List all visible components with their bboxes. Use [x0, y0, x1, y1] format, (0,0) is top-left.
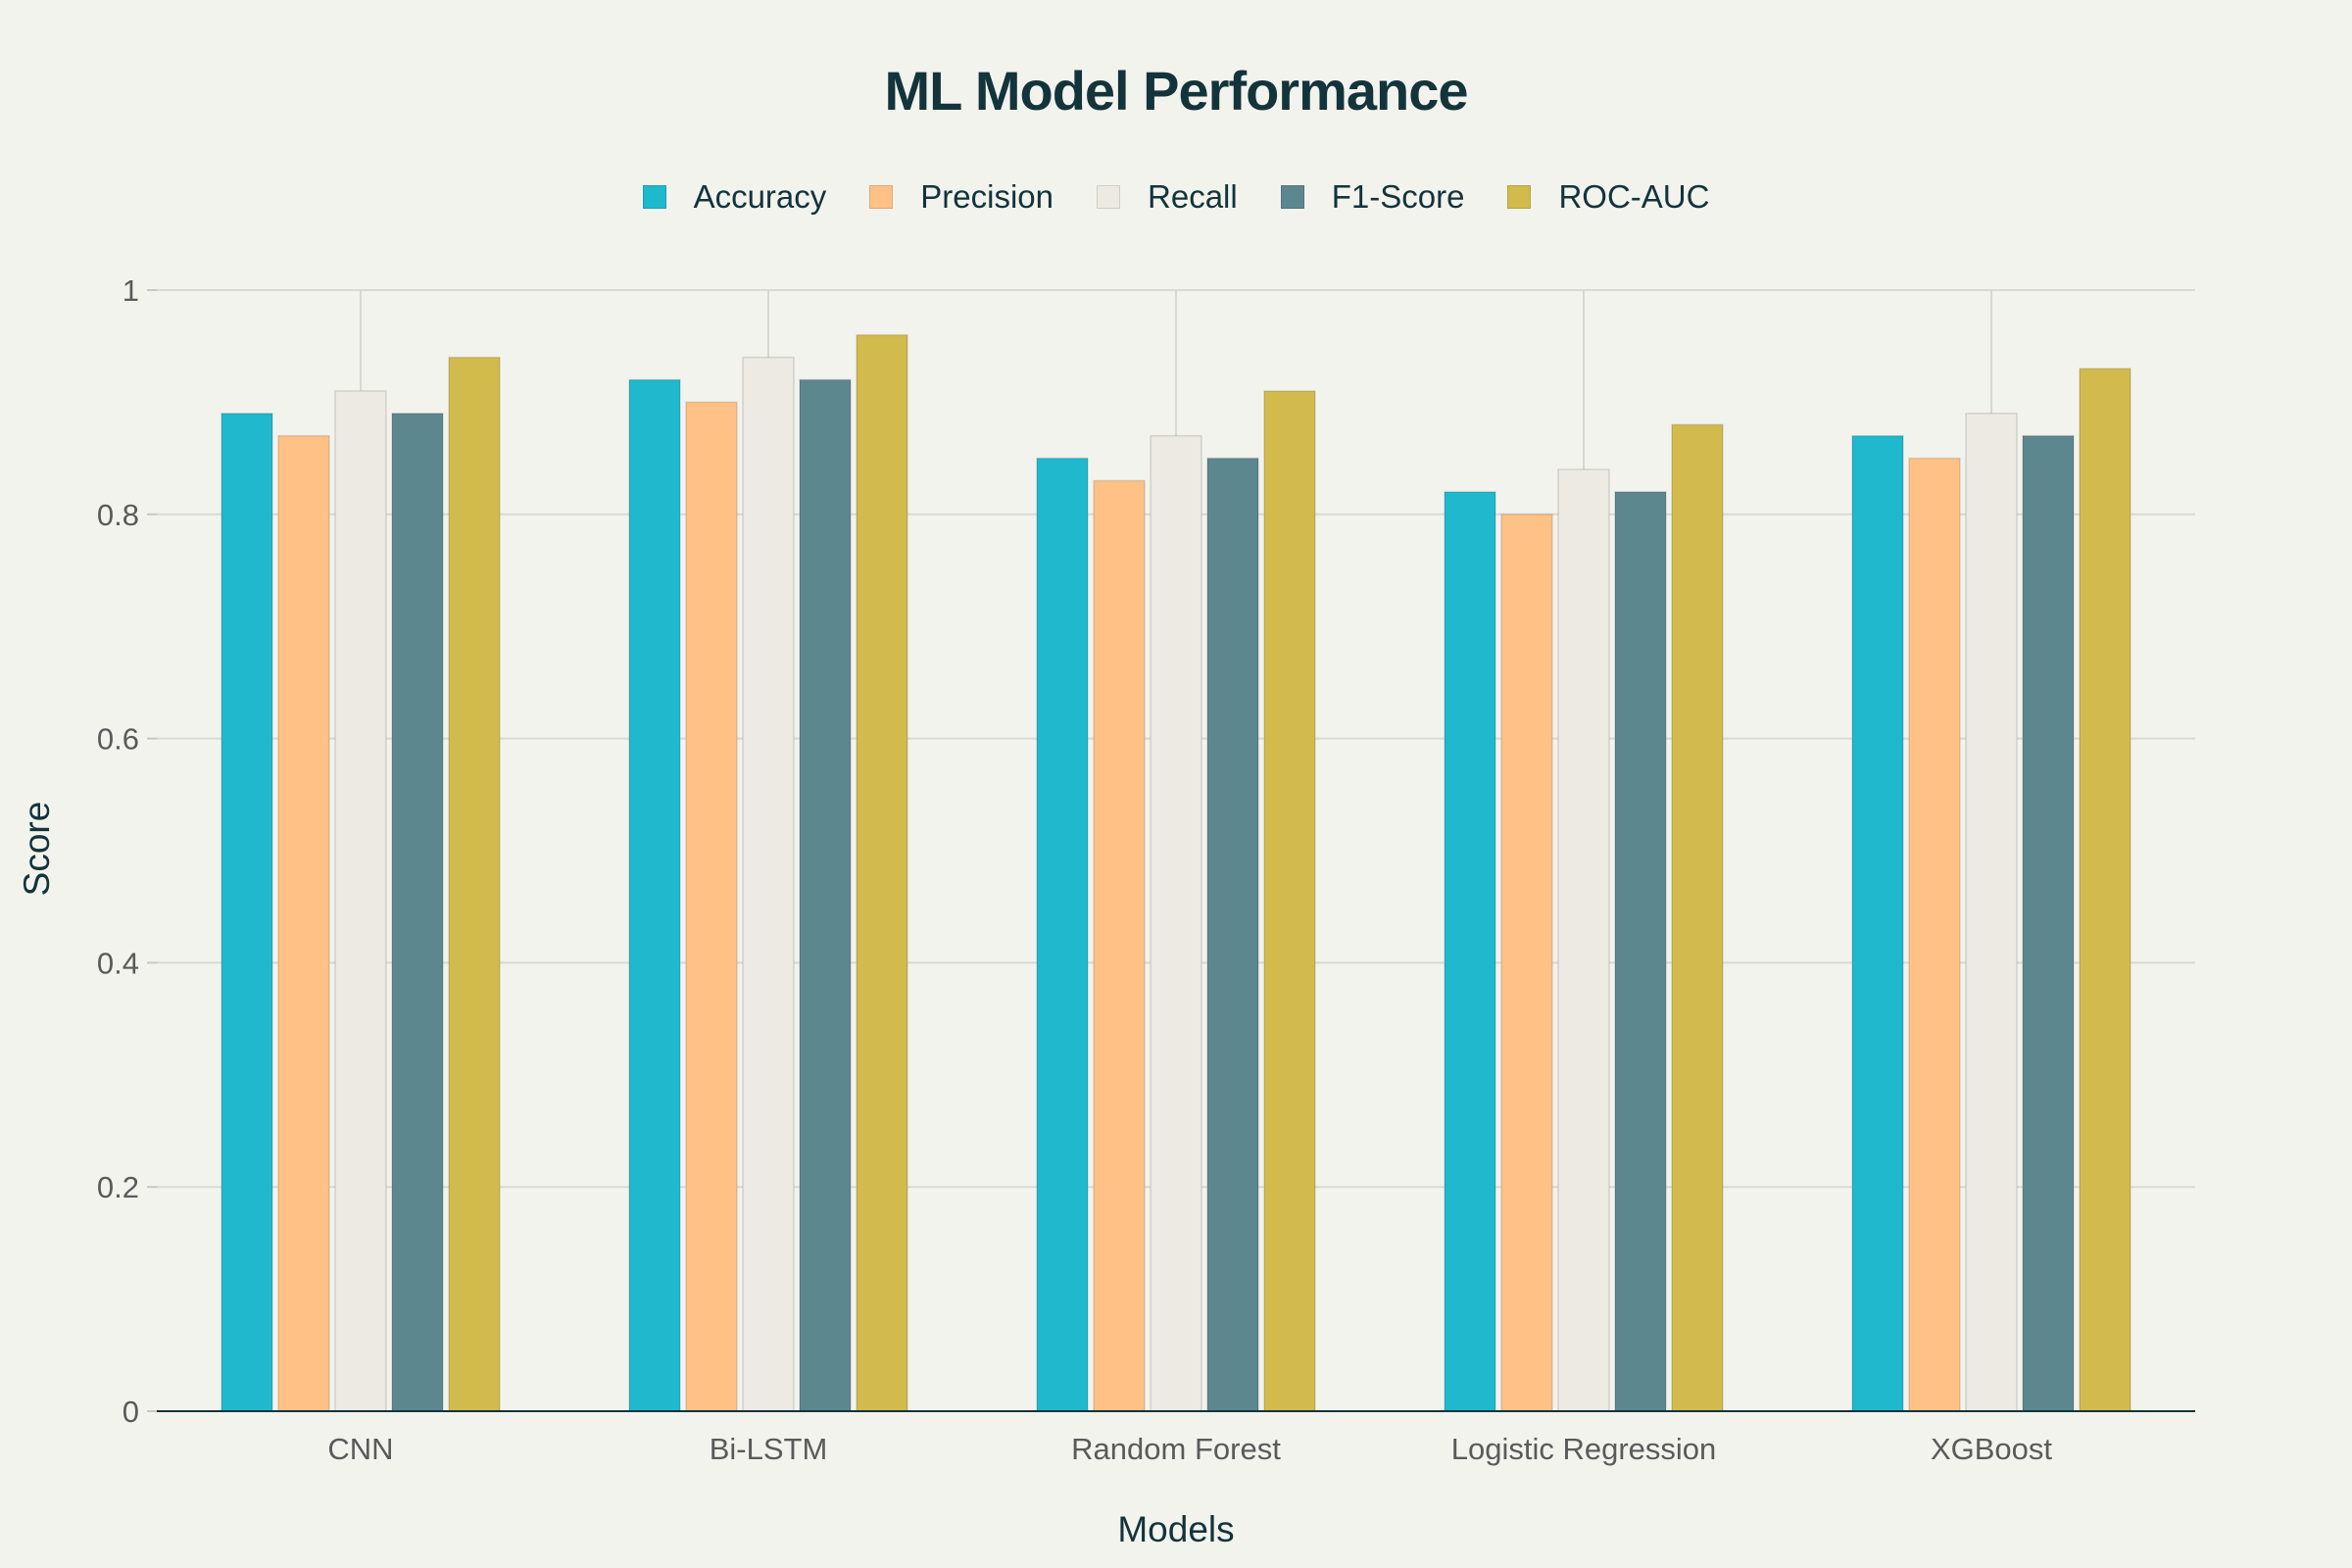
bar-recall-random-forest [1150, 434, 1202, 1412]
legend-swatch [642, 185, 666, 209]
y-tick-label: 0.4 [97, 946, 139, 980]
bar-roc-auc-logistic-regression [1671, 423, 1724, 1412]
bar-roc-auc-cnn [448, 356, 501, 1412]
bar-f1-score-xgboost [2022, 434, 2075, 1412]
legend-item[interactable]: Precision [869, 178, 1054, 216]
bar-recall-bi-lstm [742, 356, 795, 1412]
chart-title: ML Model Performance [884, 60, 1468, 122]
x-tick-label: Random Forest [1071, 1432, 1281, 1466]
x-tick-label: XGBoost [1931, 1432, 2052, 1466]
legend-item[interactable]: F1-Score [1280, 178, 1465, 216]
bar-accuracy-xgboost [1851, 434, 1904, 1412]
legend-swatch [1280, 185, 1304, 209]
x-axis-title: Models [1117, 1509, 1235, 1549]
x-tick-label: CNN [327, 1432, 393, 1466]
bar-precision-random-forest [1093, 479, 1146, 1412]
bar-f1-score-random-forest [1206, 457, 1259, 1412]
bar-roc-auc-random-forest [1263, 390, 1316, 1412]
bar-precision-xgboost [1908, 457, 1961, 1412]
legend-swatch [1097, 185, 1121, 209]
y-tick-label: 0.2 [97, 1170, 139, 1204]
x-tick-label: Bi-LSTM [710, 1432, 828, 1466]
legend-label: Accuracy [693, 178, 827, 215]
bar-recall-xgboost [1965, 413, 2018, 1412]
bar-roc-auc-xgboost [2079, 368, 2132, 1412]
bar-accuracy-bi-lstm [628, 378, 681, 1412]
bar-precision-bi-lstm [685, 401, 738, 1412]
legend-label: ROC-AUC [1558, 178, 1710, 215]
legend-label: Recall [1148, 178, 1238, 215]
legend-label: Precision [920, 178, 1054, 215]
bar-recall-logistic-regression [1557, 468, 1610, 1412]
y-tick-label: 0.8 [97, 498, 139, 532]
legend-item[interactable]: Recall [1097, 178, 1238, 216]
bar-f1-score-cnn [391, 413, 444, 1412]
chart-legend: Accuracy Precision Recall F1-Score ROC-AUC [0, 178, 2352, 216]
bar-accuracy-random-forest [1036, 457, 1089, 1412]
y-tick-label: 0.6 [97, 722, 139, 757]
legend-label: F1-Score [1331, 178, 1465, 215]
y-tick-label: 1 [122, 273, 139, 308]
bar-roc-auc-bi-lstm [856, 334, 908, 1412]
bar-f1-score-logistic-regression [1614, 491, 1667, 1412]
bar-f1-score-bi-lstm [799, 378, 852, 1412]
bar-precision-logistic-regression [1500, 514, 1553, 1412]
legend-swatch [869, 185, 894, 209]
bar-accuracy-logistic-regression [1444, 491, 1496, 1412]
y-tick-label: 0 [122, 1395, 139, 1429]
bar-recall-cnn [334, 390, 387, 1412]
legend-item[interactable]: Accuracy [642, 178, 827, 216]
x-tick-label: Logistic Regression [1451, 1432, 1717, 1466]
bar-precision-cnn [277, 434, 330, 1412]
legend-swatch [1507, 185, 1532, 209]
legend-item[interactable]: ROC-AUC [1507, 178, 1709, 216]
y-axis-title: Score [17, 801, 57, 897]
bar-accuracy-cnn [220, 413, 273, 1412]
